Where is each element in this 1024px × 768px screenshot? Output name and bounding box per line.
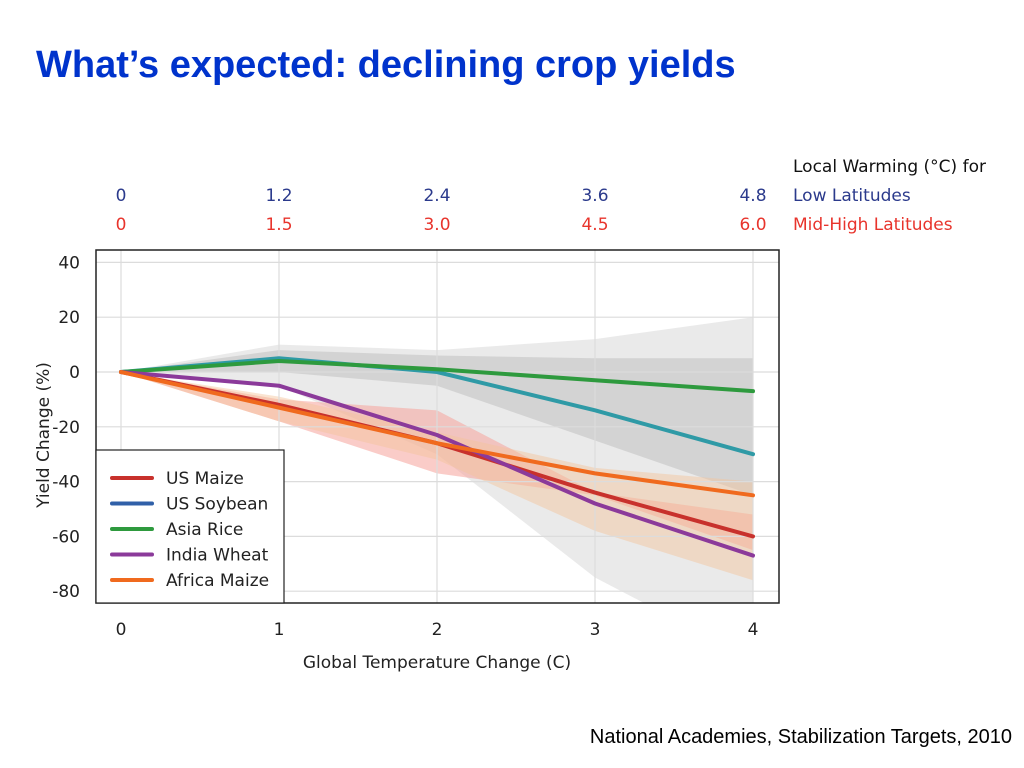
local-warming-axis: Local Warming (°C) for 0 1.2 2.4 3.6 4.8 Low L… bbox=[116, 157, 986, 235]
y-axis-label: Yield Change (%) bbox=[34, 362, 54, 509]
local-warming-value: 3.6 bbox=[581, 186, 608, 206]
local-warming-row-label: Mid-High Latitudes bbox=[793, 215, 953, 235]
x-tick-label: 1 bbox=[274, 620, 285, 640]
legend-label: India Wheat bbox=[166, 546, 269, 566]
local-warming-value: 3.0 bbox=[423, 215, 450, 235]
series-line-india-wheat bbox=[119, 370, 755, 558]
y-tick-label: -20 bbox=[52, 418, 80, 438]
legend-box bbox=[95, 449, 285, 604]
local-warming-value: 0 bbox=[116, 186, 127, 206]
axis-ticks: 0 1 2 3 4 40 20 0 -20 -40 -60 -80 bbox=[52, 253, 758, 640]
y-tick-label: 0 bbox=[69, 363, 80, 383]
series-lines bbox=[119, 356, 755, 558]
y-tick-label: 20 bbox=[58, 308, 80, 328]
x-tick-label: 4 bbox=[748, 620, 759, 640]
y-tick-label: 40 bbox=[58, 253, 80, 273]
y-tick-label: -40 bbox=[52, 473, 80, 493]
local-warming-title: Local Warming (°C) for bbox=[793, 157, 986, 177]
slide-title: What’s expected: declining crop yields bbox=[36, 44, 736, 86]
legend-label: Africa Maize bbox=[166, 571, 269, 591]
legend-label: US Maize bbox=[166, 469, 244, 489]
x-axis-label: Global Temperature Change (C) bbox=[303, 653, 571, 673]
x-tick-label: 0 bbox=[116, 620, 127, 640]
x-tick-label: 3 bbox=[590, 620, 601, 640]
plot-frame bbox=[95, 249, 780, 604]
source-citation: National Academies, Stabilization Target… bbox=[589, 726, 1012, 748]
local-warming-value: 0 bbox=[116, 215, 127, 235]
series-line-asia-rice bbox=[119, 359, 755, 394]
legend: US Maize US Soybean Asia Rice India Wheat Af… bbox=[95, 449, 285, 604]
local-warming-value: 4.8 bbox=[739, 186, 766, 206]
local-warming-value: 2.4 bbox=[423, 186, 450, 206]
y-tick-label: -80 bbox=[52, 582, 80, 602]
series-line-africa-maize bbox=[119, 370, 755, 498]
local-warming-value: 4.5 bbox=[581, 215, 608, 235]
local-warming-value: 1.2 bbox=[265, 186, 292, 206]
local-warming-row-label: Low Latitudes bbox=[793, 186, 911, 206]
local-warming-value: 1.5 bbox=[265, 215, 292, 235]
legend-label: US Soybean bbox=[166, 495, 268, 515]
local-warming-value: 6.0 bbox=[739, 215, 766, 235]
legend-label: Asia Rice bbox=[166, 520, 243, 540]
x-tick-label: 2 bbox=[432, 620, 443, 640]
y-tick-label: -60 bbox=[52, 527, 80, 547]
